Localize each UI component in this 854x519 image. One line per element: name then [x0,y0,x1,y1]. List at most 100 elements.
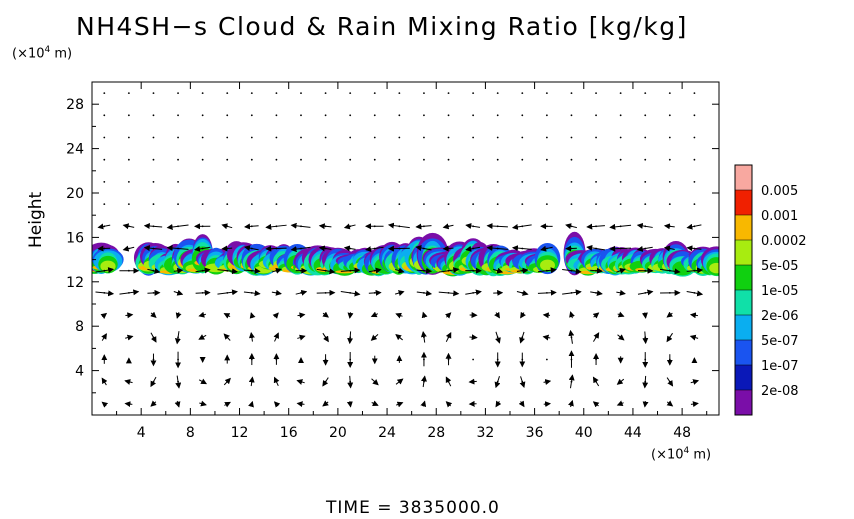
wind-arrow [318,245,332,252]
grid-dot [250,136,253,139]
x-tick-label: 8 [186,425,195,441]
wind-arrow [636,245,653,252]
colorbar-segment [735,265,752,290]
colorbar-label: 2e-06 [761,309,799,324]
grid-dot [423,158,425,161]
grid-dot [250,158,253,161]
colorbar-segment [735,215,752,240]
wind-arrow [689,334,699,341]
grid-dot [201,92,204,94]
grid-dot [324,158,327,161]
grid-dot [472,158,475,161]
colorbar-label: 5e-05 [761,259,799,274]
grid-dot [398,136,401,139]
colorbar-segment [735,390,752,415]
wind-arrow [590,290,603,297]
grid-dot [127,136,130,139]
wind-arrow [543,401,552,408]
wind-arrow [565,223,577,230]
wind-arrow [562,289,582,296]
wind-arrow [248,376,255,387]
y-axis-unit: (×104 m) [12,45,73,62]
grid-dot [447,181,450,183]
wind-arrow [465,223,481,229]
wind-arrow [343,245,356,252]
grid-dot [472,114,475,117]
grid-dot [349,203,352,206]
y-axis: 4 8 12 16 20 24 28 [66,97,719,394]
wind-arrow [173,267,184,274]
wind-arrow [689,312,698,319]
grid-dot [177,158,179,161]
wind-arrow [537,289,557,296]
wind-arrow [150,400,157,407]
grid-dot [496,203,499,206]
grid-dot [300,114,302,117]
grid-dot [619,114,622,117]
wind-arrow [347,375,354,389]
wind-arrow [394,267,405,274]
grid-dot [693,181,696,183]
grid-dot [373,203,376,206]
grid-dot [423,181,425,183]
wind-arrow [297,312,306,319]
grid-dot [693,92,696,94]
wind-arrow [124,379,133,385]
wind-arrow [486,245,508,252]
grid-dot [545,136,548,139]
wind-arrow [244,223,259,230]
wind-arrow [469,334,478,341]
wind-arrow [438,267,460,273]
grid-dot [324,203,327,206]
wind-arrow [290,222,311,229]
wind-arrow [666,311,674,318]
grid-dot [545,158,548,161]
colorbar-segment [735,365,752,390]
wind-arrow [659,268,681,275]
grid-dot [496,158,499,161]
wind-arrow [166,224,189,230]
grid-dot [472,203,475,206]
wind-arrow [494,376,501,389]
wind-arrow [395,378,404,385]
wind-arrow [296,379,305,385]
colorbar-label: 1e-07 [761,359,799,374]
grid-dot [275,203,278,206]
grid-dot [152,114,155,117]
wind-arrow [592,401,600,408]
wind-arrow [568,374,575,389]
wind-arrow [686,245,702,252]
wind-arrow [273,376,280,387]
grid-dot [496,136,499,139]
wind-arrow [511,223,532,230]
x-tick-label: 48 [673,425,691,441]
grid-dot [570,203,573,206]
x-tick-label: 12 [231,425,249,441]
grid-dot [693,136,696,139]
wind-arrow [642,375,649,389]
grid-dot [644,203,647,206]
wind-arrow [387,222,410,229]
wind-arrow [322,311,329,318]
colorbar-segment [735,315,752,340]
grid-dot [152,136,155,139]
wind-arrow [637,289,654,296]
grid-dot [668,203,671,206]
wind-arrow [100,312,108,319]
wind-arrow [444,312,452,319]
grid-dot [201,136,204,139]
wind-arrow [173,289,184,296]
wind-arrow [617,311,625,318]
grid-dot [693,158,696,161]
wind-arrow [568,399,574,408]
grid-dot [570,114,573,117]
wind-arrow [175,312,182,319]
wind-arrow [195,289,211,296]
grid-dot [103,158,106,161]
x-axis-unit: (×104 m) [651,446,712,463]
grid-dot [398,158,401,161]
grid-dot [201,203,204,206]
wind-arrow [666,377,674,387]
wind-arrow [609,223,632,230]
wind-arrow [542,334,551,341]
